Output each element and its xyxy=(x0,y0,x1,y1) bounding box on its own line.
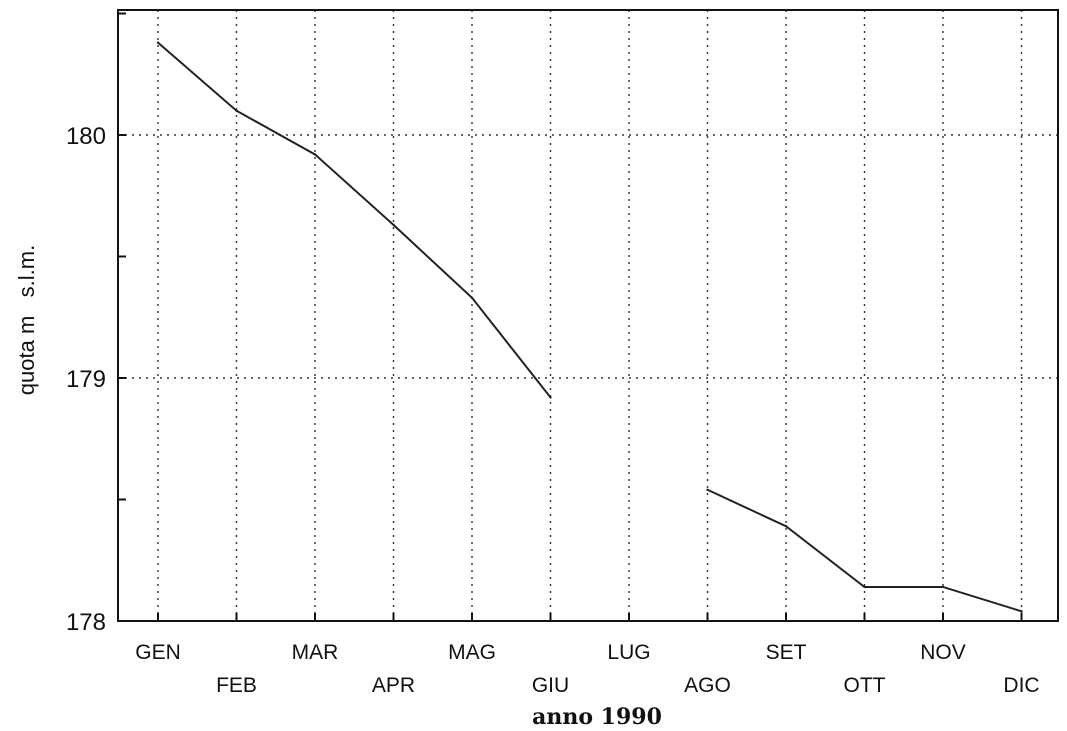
data-point-dic xyxy=(1020,610,1023,613)
x-axis-title: anno 1990 xyxy=(532,704,662,730)
data-point-ago xyxy=(706,488,709,491)
x-tick-label-mag: MAG xyxy=(448,641,496,664)
x-tick-label-feb: FEB xyxy=(216,674,257,697)
x-tick-label-ott: OTT xyxy=(844,674,886,697)
data-point-gen xyxy=(156,41,160,44)
x-tick-label-gen: GEN xyxy=(135,641,181,664)
y-tick-label-179: 179 xyxy=(66,366,106,393)
x-tick-label-mar: MAR xyxy=(292,641,339,664)
x-tick-label-nov: NOV xyxy=(920,641,966,664)
x-axis-ticks: GEN FEB MAR APR MAG GIU LUG AGO SET OTT NOV DIC xyxy=(135,613,1040,697)
data-point-apr xyxy=(392,223,395,227)
data-point-set xyxy=(784,525,788,528)
y-tick-label-180: 180 xyxy=(66,123,106,150)
data-point-mag xyxy=(470,296,474,300)
x-tick-label-set: SET xyxy=(766,641,807,664)
data-point-ott xyxy=(863,585,866,589)
x-tick-label-dic: DIC xyxy=(1003,674,1039,697)
x-tick-label-apr: APR xyxy=(372,674,415,697)
data-point-nov xyxy=(941,585,945,589)
plot-frame xyxy=(117,9,1059,622)
y-tick-label-178: 178 xyxy=(66,609,106,636)
series-0-segment-0 xyxy=(157,41,552,399)
data-point-feb xyxy=(235,109,238,112)
y-axis-title: quota m s.l.m. xyxy=(14,245,39,395)
x-tick-label-lug: LUG xyxy=(607,641,650,664)
grid-layer xyxy=(118,10,1058,621)
data-point-mar xyxy=(313,153,317,156)
data-point-giu xyxy=(549,396,552,399)
x-tick-label-ago: AGO xyxy=(684,674,731,697)
x-tick-label-giu: GIU xyxy=(532,674,569,697)
y-axis-ticks: 178 179 180 xyxy=(66,12,126,636)
series-layer xyxy=(156,41,1023,613)
